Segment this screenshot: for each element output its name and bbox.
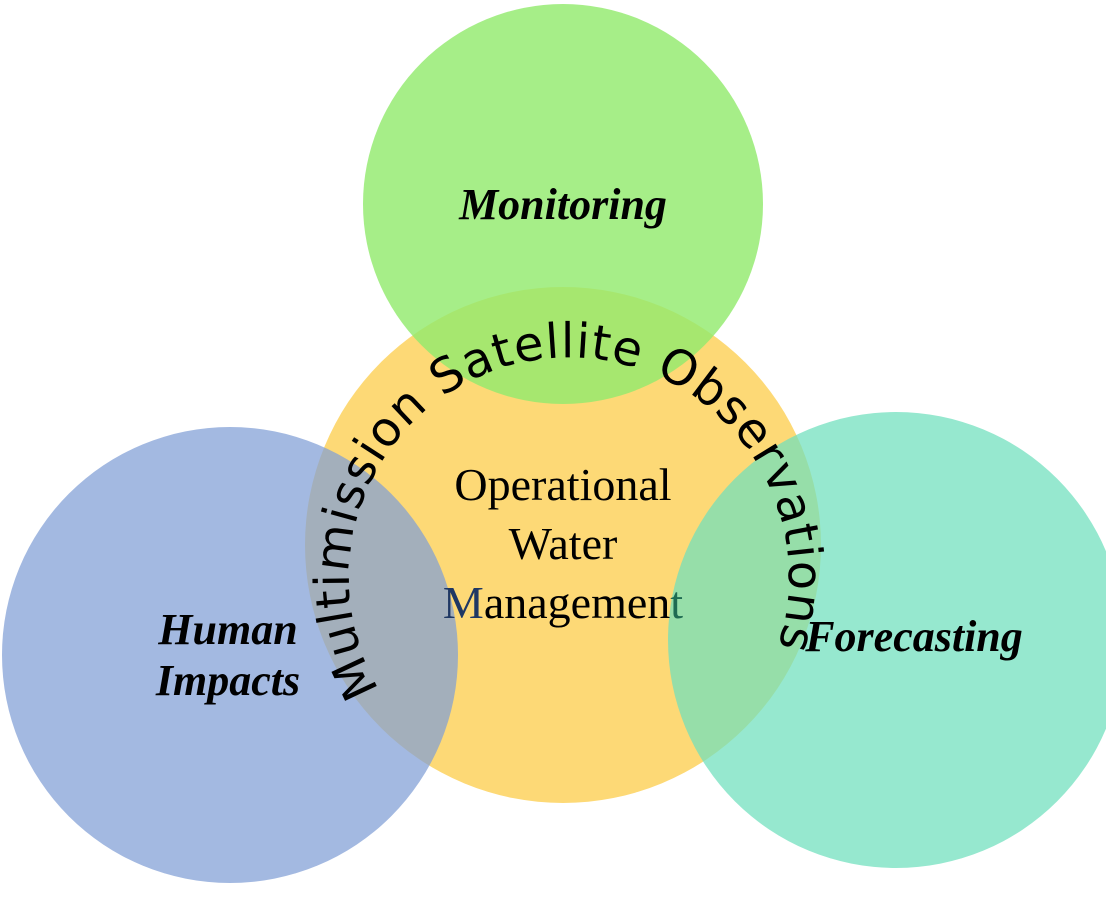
human-impacts-line-2: Impacts: [155, 656, 300, 705]
monitoring-circle: [363, 4, 763, 404]
human-impacts-line-1: Human: [157, 605, 297, 654]
monitoring-label: Monitoring: [458, 180, 667, 229]
forecasting-label: Forecasting: [804, 612, 1023, 661]
center-line-3: Management: [443, 577, 683, 628]
human-impacts-circle: [2, 427, 458, 883]
center-line-1: Operational: [454, 459, 671, 510]
center-line-3-first: M: [443, 577, 484, 628]
forecasting-circle: [668, 412, 1106, 868]
center-line-2: Water: [509, 518, 618, 569]
center-line-3-middle: anagemen: [484, 577, 670, 628]
center-line-3-last: t: [670, 577, 683, 628]
